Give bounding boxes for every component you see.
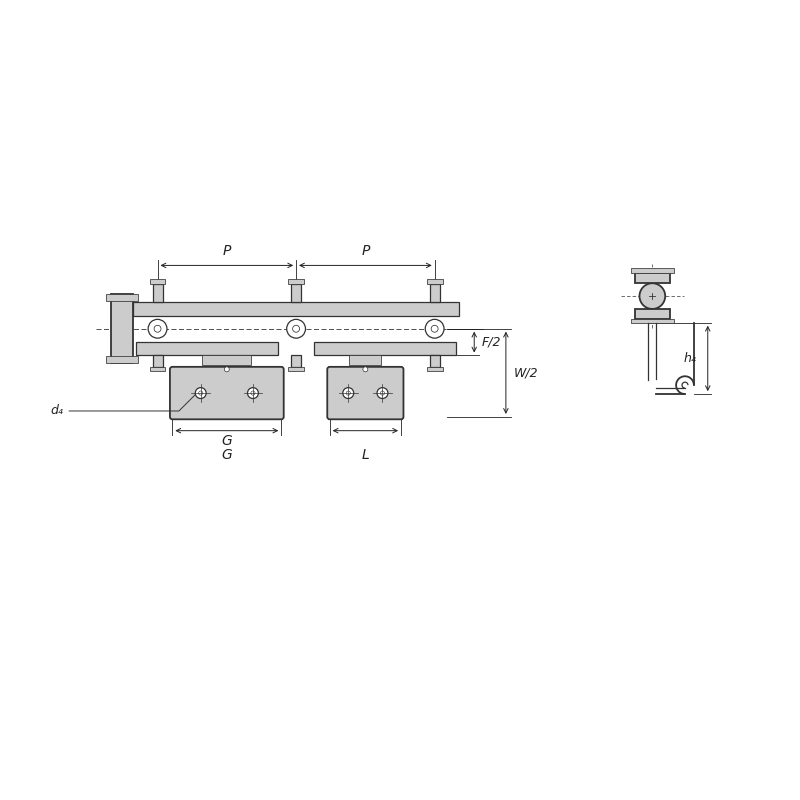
- Bar: [202, 355, 251, 366]
- Bar: [634, 309, 670, 319]
- Text: h₄: h₄: [683, 352, 696, 365]
- Circle shape: [343, 388, 354, 398]
- Bar: [153, 355, 162, 367]
- Circle shape: [154, 326, 161, 332]
- Circle shape: [293, 326, 299, 332]
- Text: G: G: [222, 447, 232, 462]
- Circle shape: [224, 367, 230, 372]
- FancyBboxPatch shape: [170, 367, 284, 419]
- Text: W/2: W/2: [514, 366, 538, 379]
- Text: F/2: F/2: [482, 336, 502, 349]
- Circle shape: [363, 367, 368, 372]
- Bar: [150, 367, 166, 371]
- Bar: [106, 294, 138, 301]
- FancyBboxPatch shape: [327, 367, 403, 419]
- Bar: [350, 355, 382, 366]
- Bar: [430, 284, 439, 302]
- Circle shape: [431, 326, 438, 332]
- Circle shape: [148, 319, 167, 338]
- Text: L: L: [362, 447, 370, 462]
- Circle shape: [198, 391, 202, 395]
- Bar: [288, 279, 304, 284]
- Bar: [133, 302, 459, 316]
- Text: P: P: [361, 243, 370, 258]
- Circle shape: [426, 319, 444, 338]
- Bar: [630, 319, 674, 323]
- Bar: [288, 367, 304, 371]
- Bar: [150, 279, 166, 284]
- Text: P: P: [222, 243, 231, 258]
- Bar: [630, 268, 674, 274]
- Text: d₄: d₄: [50, 391, 198, 418]
- Circle shape: [247, 388, 258, 398]
- Bar: [426, 367, 442, 371]
- Bar: [106, 357, 138, 363]
- Circle shape: [380, 391, 385, 395]
- Circle shape: [286, 319, 306, 338]
- Circle shape: [346, 391, 350, 395]
- Circle shape: [251, 391, 255, 395]
- Circle shape: [377, 388, 388, 398]
- Bar: [111, 294, 133, 363]
- Bar: [291, 355, 301, 367]
- Bar: [634, 274, 670, 283]
- Bar: [426, 279, 442, 284]
- Text: G: G: [222, 434, 232, 447]
- Bar: [430, 355, 439, 367]
- Circle shape: [195, 388, 206, 398]
- Bar: [136, 342, 278, 355]
- Bar: [153, 284, 162, 302]
- Bar: [291, 284, 301, 302]
- Circle shape: [639, 283, 666, 309]
- Bar: [314, 342, 457, 355]
